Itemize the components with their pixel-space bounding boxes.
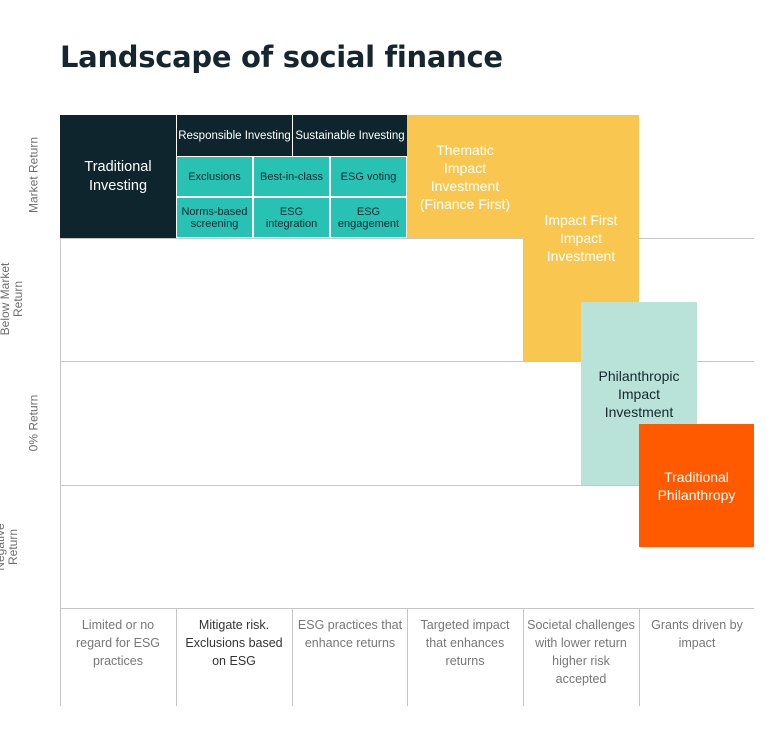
column-divider-1 — [60, 608, 61, 706]
traditional-philanthropy-block: Traditional Philanthropy — [639, 424, 754, 547]
column-divider-5 — [523, 608, 524, 706]
grid-line-row-2 — [60, 361, 754, 362]
y-label-market-return: Market Return — [26, 136, 40, 214]
column-divider-2 — [176, 608, 177, 706]
responsible-investing-header: Responsible Investing — [176, 115, 292, 156]
column-divider-6 — [639, 608, 640, 706]
esg-voting-cell: ESG voting — [330, 156, 407, 197]
norms-based-screening-cell: Norms-based screening — [176, 197, 253, 238]
column-divider-4 — [407, 608, 408, 706]
y-axis-line — [60, 115, 61, 608]
best-in-class-cell: Best-in-class — [253, 156, 330, 197]
column-divider-3 — [292, 608, 293, 706]
x-label-grants: Grants driven by impact — [651, 618, 743, 650]
x-label-limited-regard: Limited or no regard for ESG practices — [75, 618, 161, 668]
page-title: Landscape of social finance — [60, 40, 503, 74]
exclusions-cell: Exclusions — [176, 156, 253, 197]
y-label-negative-return: Negative Return — [0, 523, 20, 571]
grid-line-row-3 — [60, 485, 754, 486]
x-label-mitigate-risk: Mitigate risk. Exclusions based on ESG — [185, 618, 283, 668]
x-label-targeted-impact: Targeted impact that enhances returns — [420, 618, 510, 668]
y-label-zero-return: 0% Return — [26, 394, 40, 452]
esg-engagement-cell: ESG engagement — [330, 197, 407, 238]
sustainable-investing-header: Sustainable Investing — [292, 115, 407, 156]
traditional-investing-block: Traditional Investing — [60, 115, 176, 238]
x-label-societal-challenges: Societal challenges with lower return hi… — [527, 618, 635, 686]
esg-integration-cell: ESG integration — [253, 197, 330, 238]
grid-line-row-1 — [60, 238, 754, 239]
x-label-esg-practices: ESG practices that enhance returns — [297, 618, 403, 650]
y-label-below-market-return: Below Market Return — [0, 262, 25, 336]
thematic-impact-block: Thematic Impact Investment (Finance Firs… — [407, 115, 523, 238]
